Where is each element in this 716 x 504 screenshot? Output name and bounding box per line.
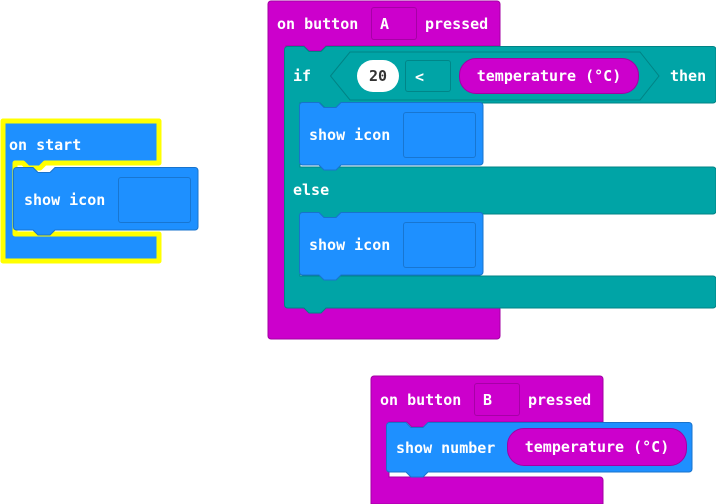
- on-start-label: on start: [9, 136, 82, 154]
- show-icon-label: show icon: [309, 126, 391, 144]
- on-start-block-shape: [0, 118, 162, 264]
- operator-value: <: [415, 68, 425, 86]
- show-icon-label: show icon: [309, 236, 391, 254]
- number-input[interactable]: 20: [357, 60, 399, 92]
- button-a-dropdown[interactable]: A: [371, 7, 417, 40]
- show-number-label: show number: [396, 439, 496, 457]
- button-a-value: A: [380, 15, 390, 33]
- operator-dropdown[interactable]: <: [405, 60, 451, 92]
- if-label: if: [293, 67, 312, 85]
- button-b-value: B: [483, 391, 493, 409]
- else-label: else: [293, 181, 330, 199]
- pressed-label: pressed: [528, 391, 592, 409]
- on-button-label: on button: [380, 391, 462, 409]
- temperature-reporter[interactable]: temperature (°C): [507, 428, 687, 466]
- if-else-block-shape: [284, 46, 716, 314]
- icon-picker-dropdown[interactable]: [118, 177, 191, 223]
- icon-picker-dropdown[interactable]: [403, 112, 476, 158]
- temperature-reporter[interactable]: temperature (°C): [459, 58, 639, 94]
- icon-picker-dropdown[interactable]: [403, 222, 476, 268]
- button-b-dropdown[interactable]: B: [474, 383, 520, 416]
- show-icon-label: show icon: [24, 191, 106, 209]
- pressed-label: pressed: [425, 15, 489, 33]
- then-label: then: [670, 67, 707, 85]
- on-button-label: on button: [277, 15, 359, 33]
